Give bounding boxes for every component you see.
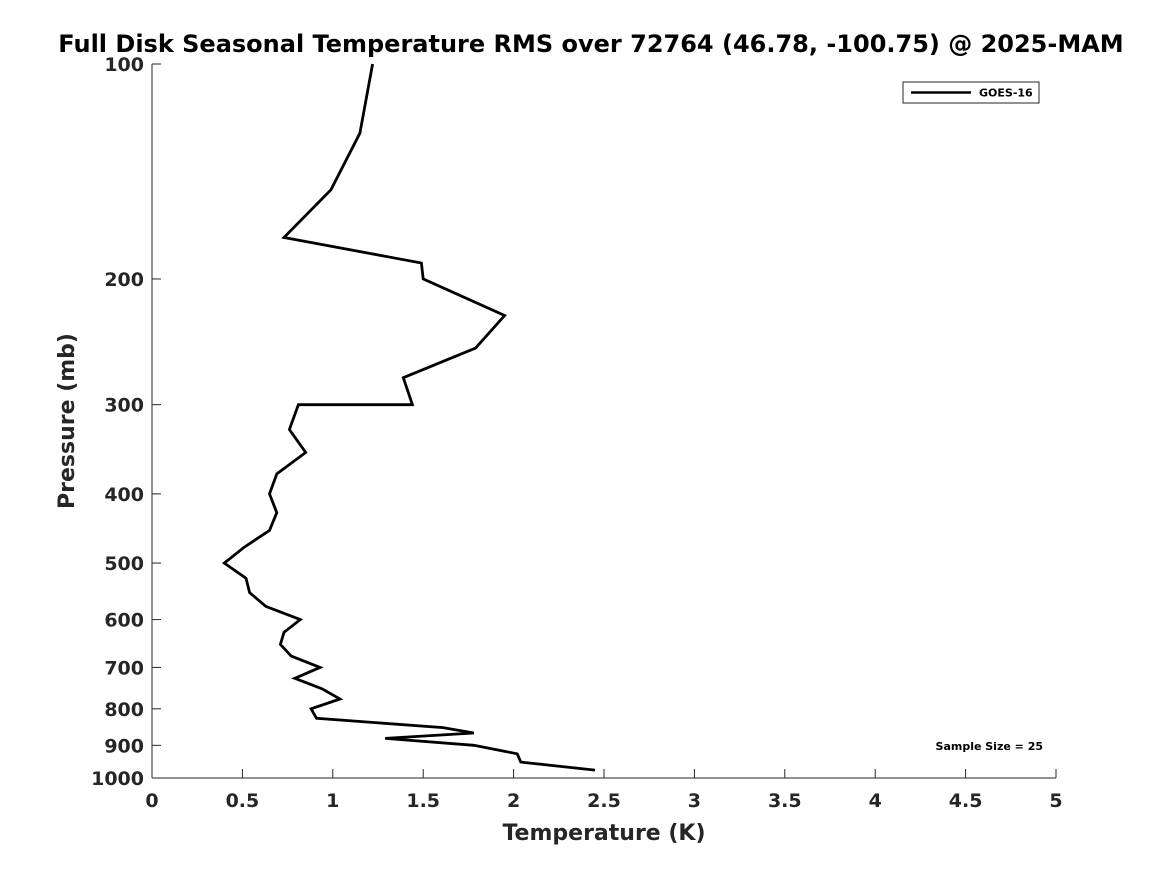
y-tick-label: 400 <box>104 484 144 506</box>
x-tick-label: 1.5 <box>406 790 440 812</box>
y-tick-label: 100 <box>104 54 144 76</box>
y-tick-label: 200 <box>104 269 144 291</box>
x-axis-label: Temperature (K) <box>502 821 705 846</box>
y-tick-label: 800 <box>104 699 144 721</box>
y-axis-label: Pressure (mb) <box>55 333 80 509</box>
series-line-goes-16 <box>221 63 596 772</box>
x-tick-label: 4 <box>869 790 882 812</box>
x-tick-label: 4.5 <box>949 790 983 812</box>
y-tick-label: 300 <box>104 395 144 417</box>
x-tick-label: 0 <box>145 790 158 812</box>
x-tick-label: 3.5 <box>768 790 802 812</box>
y-tick-label: 900 <box>104 735 144 757</box>
y-tick-label: 700 <box>104 657 144 679</box>
x-tick-label: 5 <box>1049 790 1062 812</box>
y-tick-label: 1000 <box>91 768 144 790</box>
y-tick-label: 500 <box>104 553 144 575</box>
x-tick-label: 2 <box>507 790 520 812</box>
x-tick-label: 3 <box>688 790 701 812</box>
x-ticks: 0 0.5 1 1.5 2 2.5 3 3.5 4 4.5 5 <box>145 769 1063 812</box>
legend-label-goes-16: GOES-16 <box>979 87 1033 100</box>
chart-title: Full Disk Seasonal Temperature RMS over … <box>58 30 1123 58</box>
x-tick-label: 0.5 <box>226 790 260 812</box>
x-tick-label: 1 <box>326 790 339 812</box>
y-ticks: 100 200 300 400 500 600 700 800 900 1000 <box>91 54 161 790</box>
y-tick-label: 600 <box>104 610 144 632</box>
legend: GOES-16 <box>902 81 1040 104</box>
x-tick-label: 2.5 <box>587 790 621 812</box>
sample-size-annotation: Sample Size = 25 <box>936 740 1043 753</box>
series-layer <box>221 63 596 772</box>
